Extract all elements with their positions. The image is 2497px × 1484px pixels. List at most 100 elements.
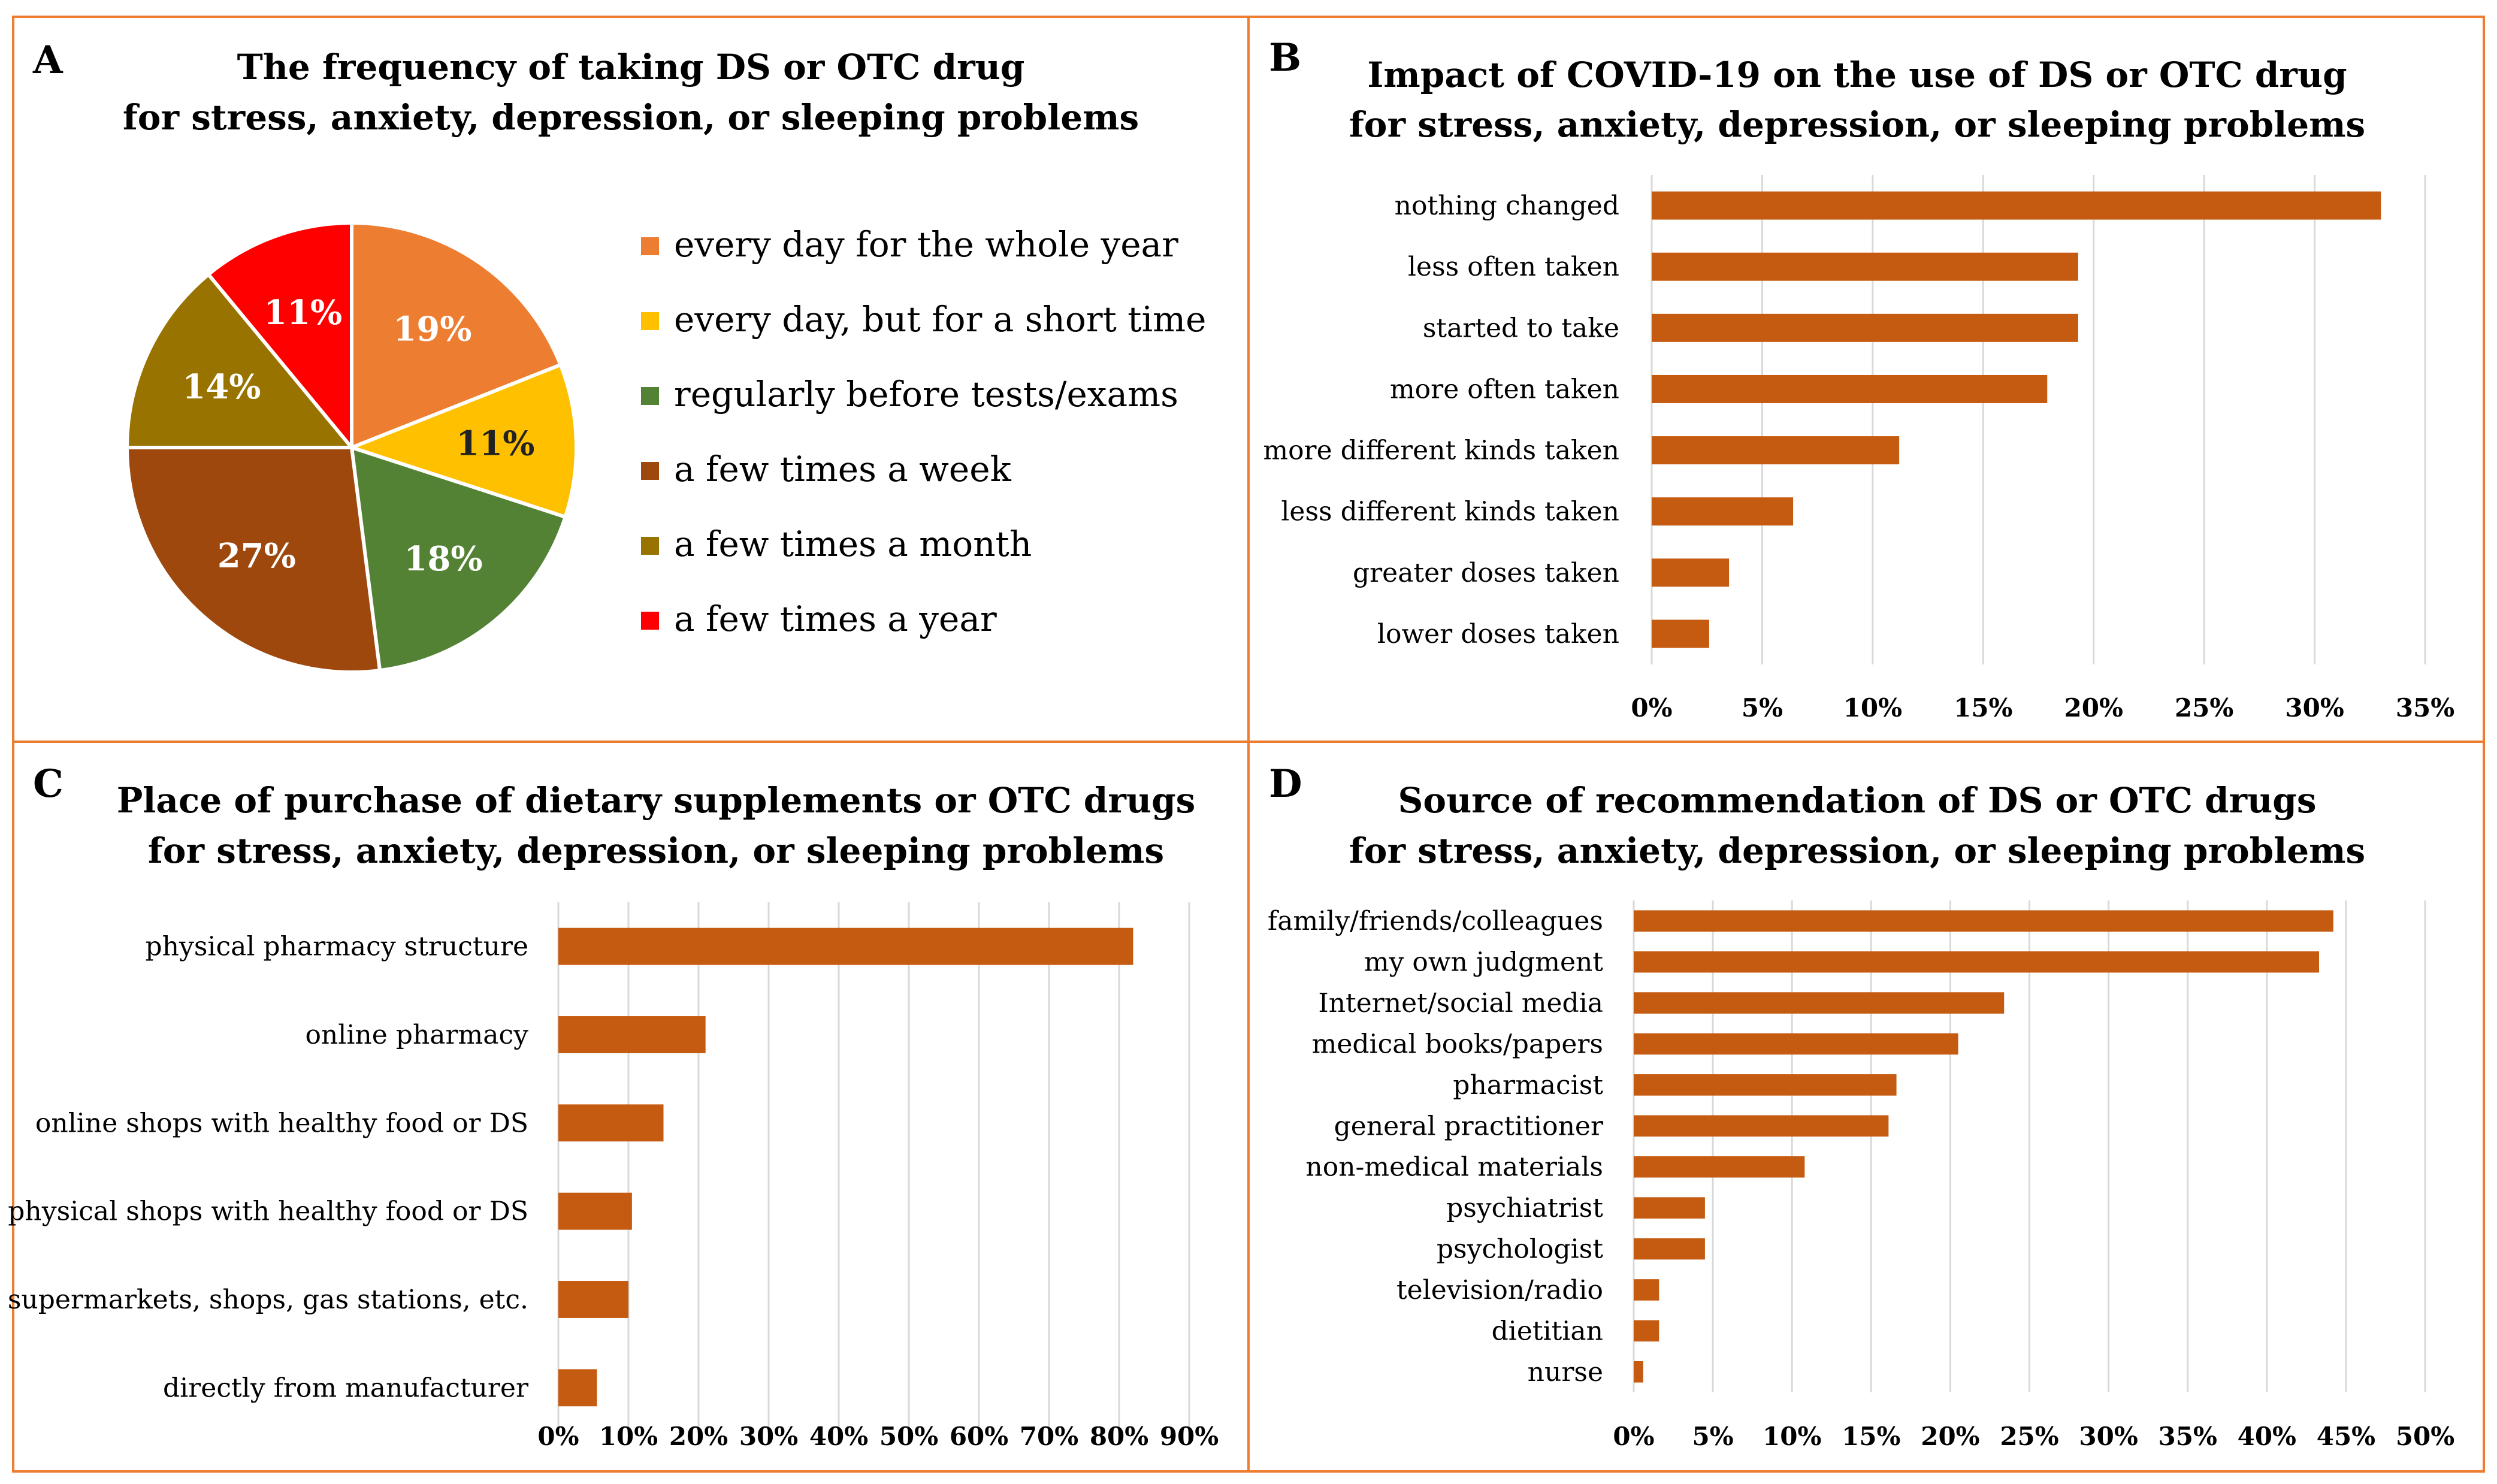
x-tick-label: 40% — [809, 1422, 868, 1451]
bar — [1634, 1156, 1805, 1178]
bar — [558, 1016, 706, 1053]
x-tick-label: 30% — [739, 1422, 798, 1451]
chart-title-line-2: for stress, anxiety, depression, or slee… — [148, 830, 1164, 871]
bar — [558, 927, 1133, 965]
category-label: online shops with healthy food or DS — [35, 1108, 528, 1138]
legend-swatch — [641, 537, 659, 555]
legend-swatch — [641, 612, 659, 630]
x-tick-label: 25% — [2175, 693, 2233, 723]
bar — [1634, 1279, 1659, 1301]
category-label: more often taken — [1390, 374, 1619, 404]
category-label: physical pharmacy structure — [145, 932, 528, 962]
x-tick-label: 60% — [950, 1422, 1008, 1451]
pie-slice — [346, 362, 578, 519]
legend-label: a few times a year — [674, 599, 997, 639]
chart-title-line-1: The frequency of taking DS or OTC drug — [237, 47, 1025, 87]
pie-slice — [125, 446, 382, 674]
bar — [1634, 1361, 1643, 1383]
x-tick-label: 45% — [2317, 1422, 2375, 1451]
x-tick-label: 35% — [2159, 1422, 2217, 1451]
x-tick-label: 10% — [599, 1422, 658, 1451]
legend-swatch — [641, 237, 659, 255]
panel-c: C Place of purchase of dietary supplement… — [8, 761, 1219, 1451]
legend-swatch — [641, 462, 659, 480]
chart-title-line-1: Source of recommendation of DS or OTC dr… — [1398, 780, 2317, 821]
bar — [1652, 374, 2048, 403]
bar — [1634, 1115, 1889, 1137]
category-label: nothing changed — [1395, 191, 1619, 221]
bar — [558, 1104, 664, 1142]
pie-data-label: 27% — [217, 536, 296, 576]
category-label: medical books/papers — [1312, 1029, 1603, 1059]
x-tick-label: 30% — [2079, 1422, 2138, 1451]
category-label: pharmacist — [1453, 1070, 1603, 1101]
pie-slice — [125, 271, 356, 449]
x-tick-label: 15% — [1954, 693, 2012, 723]
category-label: greater doses taken — [1353, 558, 1619, 588]
bar — [1634, 1074, 1897, 1096]
category-label: lower doses taken — [1377, 619, 1619, 649]
x-tick-label: 50% — [879, 1422, 938, 1451]
x-tick-label: 5% — [1742, 693, 1783, 723]
pie-slice — [205, 220, 353, 453]
category-label: psychiatrist — [1446, 1193, 1603, 1223]
x-tick-label: 70% — [1020, 1422, 1078, 1451]
legend-label: every day for the whole year — [674, 224, 1178, 265]
legend-label: a few times a week — [674, 449, 1012, 489]
legend-swatch — [641, 387, 659, 405]
x-tick-label: 10% — [1763, 1422, 1821, 1451]
pie-data-label: 11% — [264, 293, 342, 333]
x-tick-label: 10% — [1843, 693, 1902, 723]
bar — [558, 1369, 597, 1407]
chart-title-line-2: for stress, anxiety, depression, or slee… — [1349, 830, 2365, 871]
bar — [1634, 1238, 1705, 1260]
chart-title-line-2: for stress, anxiety, depression, or slee… — [123, 97, 1139, 138]
category-label: non-medical materials — [1305, 1152, 1603, 1183]
bar — [1634, 951, 2319, 973]
x-tick-label: 20% — [1921, 1422, 1979, 1451]
bar — [1652, 619, 1709, 648]
category-label: my own judgment — [1364, 947, 1603, 978]
panel-b: B Impact of COVID-19 on the use of DS or … — [1263, 35, 2454, 723]
pie-data-label: 14% — [182, 367, 261, 407]
pie-data-label: 11% — [456, 424, 534, 463]
x-tick-label: 80% — [1090, 1422, 1148, 1451]
pie-data-label: 18% — [404, 539, 482, 579]
panel-letter: D — [1269, 761, 1302, 806]
category-label: psychologist — [1437, 1234, 1603, 1265]
bar — [1652, 558, 1730, 587]
bar — [558, 1192, 632, 1230]
x-tick-label: 0% — [1631, 693, 1672, 723]
panel-d-frame — [1247, 741, 2485, 1473]
x-tick-label: 90% — [1160, 1422, 1219, 1451]
bar — [1652, 313, 2078, 342]
legend-label: regularly before tests/exams — [674, 374, 1178, 415]
category-label: supermarkets, shops, gas stations, etc. — [8, 1284, 528, 1315]
category-label: physical shops with healthy food or DS — [8, 1196, 528, 1227]
bar — [1634, 1320, 1659, 1342]
bar — [1652, 191, 2381, 220]
category-label: nurse — [1528, 1357, 1603, 1388]
x-tick-label: 30% — [2285, 693, 2344, 723]
bar — [1652, 497, 1794, 526]
x-tick-label: 25% — [2000, 1422, 2058, 1451]
category-label: family/friends/colleagues — [1268, 906, 1603, 936]
bar — [1652, 252, 2078, 281]
category-label: less often taken — [1408, 252, 1619, 282]
bar — [1634, 992, 2005, 1014]
legend-swatch — [641, 312, 659, 330]
x-tick-label: 0% — [1613, 1422, 1654, 1451]
panel-a: A The frequency of taking DS or OTC drug f… — [32, 38, 1206, 674]
x-tick-label: 15% — [1842, 1422, 1900, 1451]
panel-letter: C — [33, 761, 64, 806]
x-tick-label: 0% — [537, 1422, 579, 1451]
pie-slice — [349, 445, 568, 673]
panel-d: D Source of recommendation of DS or OTC d… — [1268, 761, 2454, 1451]
x-tick-label: 50% — [2396, 1422, 2454, 1451]
panel-letter: A — [32, 38, 64, 83]
category-label: dietitian — [1492, 1316, 1603, 1346]
category-label: directly from manufacturer — [163, 1373, 529, 1403]
category-label: television/radio — [1396, 1275, 1603, 1305]
category-label: online pharmacy — [305, 1020, 528, 1050]
